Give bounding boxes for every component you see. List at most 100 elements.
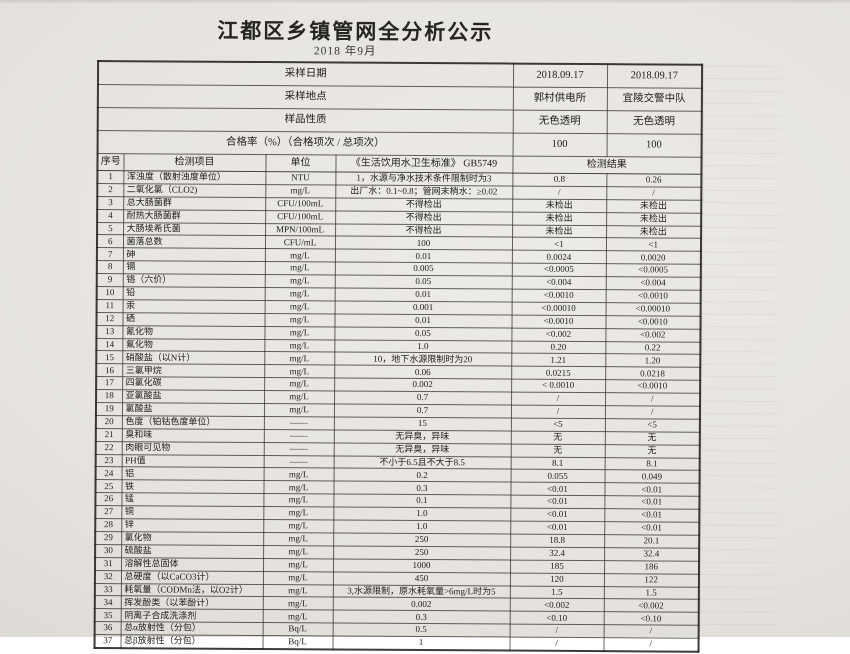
cell-item: 铬（六价） (122, 273, 265, 288)
cell-item: 耐热大肠菌群 (123, 209, 266, 224)
cell-result-1: <0.004 (511, 276, 606, 290)
cell-unit: mg/L (263, 519, 334, 533)
cell-unit: CFU/mL (264, 236, 336, 250)
cell-no: 24 (95, 467, 122, 481)
cell-item: 总硬度（以CaCO3计） (120, 570, 263, 585)
cell-unit: CFU/100mL (265, 197, 336, 211)
cell-standard: 1 (332, 636, 510, 651)
cell-no: 27 (95, 505, 122, 519)
cell-result-2: / (605, 392, 701, 407)
cell-item: 铝 (121, 467, 264, 481)
cell-standard: 0.002 (332, 597, 510, 612)
cell-standard: 0.2 (333, 468, 511, 483)
cell-item: 锌 (121, 518, 264, 533)
cell-unit: mg/L (263, 480, 334, 495)
cell-no: 15 (96, 350, 123, 365)
cell-result-2: <0.01 (604, 495, 700, 510)
cell-standard: 0.5 (332, 623, 510, 638)
cell-result-1: 120 (509, 572, 604, 587)
cell-unit: mg/L (263, 493, 334, 508)
cell-result-1: 185 (509, 559, 605, 574)
cell-result-1: / (509, 637, 604, 652)
cell-unit: —— (263, 442, 334, 456)
col-header-item: 检测项目 (123, 153, 266, 172)
cell-result-1: <0.0010 (511, 314, 606, 329)
cell-unit: mg/L (262, 571, 333, 585)
cell-no: 28 (95, 518, 122, 532)
cell-no: 21 (95, 428, 122, 442)
cell-standard: 1.0 (333, 520, 511, 534)
cell-standard: 0.01 (334, 287, 512, 302)
cell-result-2: <0.0005 (605, 263, 701, 278)
cell-standard: 0.05 (334, 275, 512, 290)
cell-unit: Bq/L (262, 622, 333, 637)
cell-unit: mg/L (263, 532, 334, 546)
cell-no: 20 (95, 415, 122, 429)
cell-unit: mg/L (264, 313, 335, 327)
cell-item: 挥发酚类（以苯酚计） (120, 596, 263, 610)
cell-unit: Bq/L (262, 635, 333, 650)
cell-result-2: 1.5 (603, 586, 699, 600)
cell-result-1: 无 (510, 430, 605, 445)
cell-result-2: <0.01 (604, 483, 700, 497)
cell-standard: 450 (332, 571, 510, 586)
cell-result-1: 未检出 (512, 211, 607, 226)
cell-item: 总大肠菌群 (123, 196, 266, 211)
cell-standard: 15 (333, 416, 511, 431)
cell-item: 大肠埃希氏菌 (123, 222, 266, 237)
cell-standard: 不得检出 (335, 210, 513, 225)
cell-standard: 不小于6.5且不大于8.5 (333, 455, 511, 470)
cell-result-2: 0.0218 (605, 366, 701, 381)
cell-no: 5 (97, 222, 124, 236)
cell-standard: 0.7 (333, 404, 512, 418)
cell-result-2: 122 (603, 573, 699, 587)
cell-unit: mg/L (264, 248, 335, 263)
cell-standard: 10，地下水源限制时为20 (334, 352, 512, 367)
cell-unit: mg/L (264, 274, 335, 288)
cell-unit: mg/L (263, 403, 335, 417)
cell-result-2: <0.004 (605, 276, 701, 291)
cell-result-2: 未检出 (606, 199, 702, 213)
cell-no: 10 (96, 286, 123, 300)
data-section: 1 浑浊度（散射浊度单位） NTU 1，水源与净水技术条件限制时为3 0.8 0.26 2 二… (94, 170, 702, 652)
cell-result-1: 0.0024 (511, 250, 606, 264)
cell-no: 19 (95, 402, 123, 416)
cell-item: 氯酸盐 (121, 402, 265, 417)
cell-result-1: / (512, 185, 607, 200)
cell-item: 铜 (121, 505, 264, 520)
cell-result-2: <0.01 (604, 521, 700, 536)
cell-no: 1 (97, 170, 124, 184)
cell-no: 17 (96, 376, 123, 390)
cell-standard: 0.3 (333, 481, 511, 496)
cell-result-2: 未检出 (606, 225, 702, 239)
cell-item: 砷 (122, 248, 265, 262)
cell-result-1: 无 (510, 443, 605, 458)
cell-item: 总α放射性（分包） (120, 621, 263, 636)
cell-standard: 无异臭，异味 (333, 429, 511, 444)
cell-result-2: 无 (604, 431, 700, 445)
cell-unit: mg/L (264, 364, 335, 379)
cell-result-1: <5 (510, 417, 605, 432)
cell-no: 31 (94, 557, 122, 571)
cell-no: 16 (96, 363, 123, 377)
col-header-result: 检测结果 (512, 156, 702, 175)
cell-result-2: / (606, 186, 702, 201)
cell-result-1: 0.20 (511, 340, 606, 355)
cell-standard: 0.05 (334, 326, 512, 341)
cell-no: 34 (94, 595, 121, 609)
cell-no: 32 (94, 570, 121, 584)
cell-result-2: <5 (604, 418, 700, 433)
cell-result-1: <0.01 (510, 495, 605, 509)
cell-result-2: 0.049 (604, 470, 700, 484)
cell-no: 4 (97, 209, 124, 223)
cell-result-1: 8.1 (510, 456, 605, 471)
cell-result-2: <0.002 (603, 599, 699, 613)
info-value-2: 2018.09.17 (606, 64, 703, 89)
cell-item: 四氯化碳 (122, 376, 265, 391)
cell-result-2: 32.4 (604, 547, 700, 561)
cell-result-2: 0.0020 (605, 250, 701, 265)
cell-no: 22 (95, 441, 122, 455)
cell-unit: mg/L (262, 584, 333, 598)
cell-item: 氰化物 (122, 325, 265, 340)
